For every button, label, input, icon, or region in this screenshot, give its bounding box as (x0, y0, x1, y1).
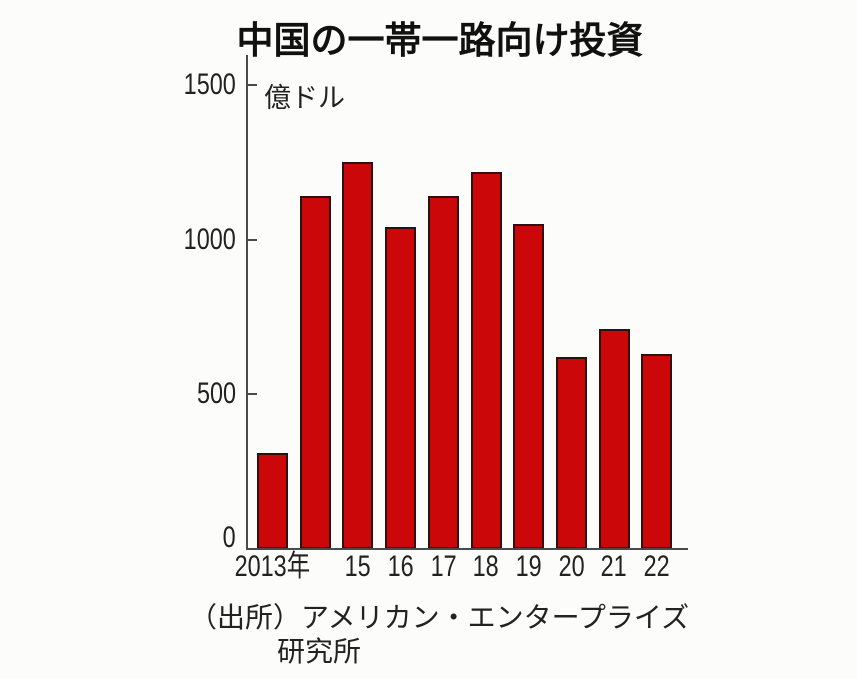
source-note-line1: （出所）アメリカン・エンタープライズ (189, 602, 690, 633)
bar-2017 (427, 196, 459, 549)
chart-title: 中国の一帯一路向け投資 (236, 20, 644, 61)
bar-2014 (299, 196, 331, 549)
y-tick-label-0: 0 (222, 521, 236, 554)
x-axis-line (246, 548, 688, 550)
y-axis-line (246, 55, 248, 550)
bar-2020 (555, 357, 587, 549)
bar-2016 (385, 227, 417, 549)
y-axis-unit-label: 億ドル (264, 83, 345, 113)
source-note-line2: 研究所 (277, 636, 362, 667)
y-tick-label-1500: 1500 (183, 68, 236, 101)
x-tick-label-2015: 15 (344, 550, 371, 583)
bar-2015 (342, 162, 374, 549)
x-tick-label-2019: 19 (515, 550, 542, 583)
bar-2019 (513, 224, 545, 549)
x-tick-label-2017: 17 (430, 550, 457, 583)
bar-2018 (470, 171, 502, 549)
y-tick-label-500: 500 (196, 377, 236, 411)
y-tick-1500 (248, 84, 257, 86)
bar-2022 (641, 354, 673, 549)
x-tick-label-2013: 2013年 (234, 550, 311, 583)
x-tick-label-2021: 21 (601, 550, 628, 583)
x-tick-label-2016: 16 (387, 550, 414, 583)
y-tick-500 (248, 393, 257, 396)
y-tick-label-1000: 1000 (183, 222, 236, 256)
x-tick-label-2020: 20 (558, 550, 585, 583)
x-tick-label-2022: 22 (643, 550, 670, 583)
y-tick-1000 (248, 238, 257, 241)
x-tick-label-2018: 18 (472, 550, 500, 583)
bar-2013 (257, 453, 288, 549)
bar-2021 (598, 329, 630, 549)
